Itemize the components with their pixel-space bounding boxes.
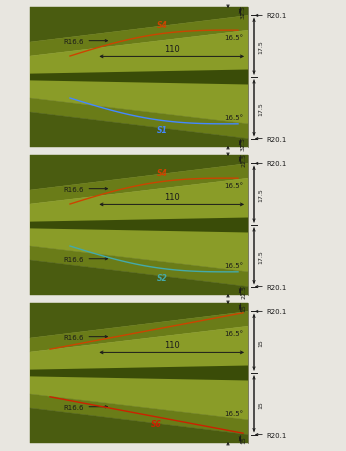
Text: 22.5: 22.5 xyxy=(241,284,246,298)
Text: 15: 15 xyxy=(241,435,246,443)
Polygon shape xyxy=(30,394,248,435)
Polygon shape xyxy=(30,327,248,420)
Text: S6: S6 xyxy=(151,419,162,428)
Text: R20.1: R20.1 xyxy=(266,432,286,437)
Text: 32.5: 32.5 xyxy=(241,137,246,150)
Polygon shape xyxy=(30,408,248,443)
Polygon shape xyxy=(30,164,248,205)
Text: 16.5°: 16.5° xyxy=(224,331,243,336)
Polygon shape xyxy=(30,156,248,191)
Text: 16.5°: 16.5° xyxy=(224,115,243,120)
Text: R20.1: R20.1 xyxy=(266,136,286,142)
Text: 16.5°: 16.5° xyxy=(224,183,243,189)
Text: R20.1: R20.1 xyxy=(266,14,286,19)
Text: 15: 15 xyxy=(241,304,246,311)
Text: 17.5: 17.5 xyxy=(258,40,263,54)
Text: R20.1: R20.1 xyxy=(266,309,286,315)
Polygon shape xyxy=(30,366,248,381)
Text: 15: 15 xyxy=(258,339,263,346)
Text: R16.6: R16.6 xyxy=(64,256,84,262)
Text: R20.1: R20.1 xyxy=(266,284,286,290)
Polygon shape xyxy=(30,113,248,147)
Text: R16.6: R16.6 xyxy=(64,39,84,45)
Text: 16.5°: 16.5° xyxy=(224,35,243,41)
Text: S2: S2 xyxy=(157,273,168,282)
Text: 110: 110 xyxy=(164,193,180,202)
Text: 110: 110 xyxy=(164,341,180,350)
Polygon shape xyxy=(30,70,248,85)
Polygon shape xyxy=(30,260,248,295)
Polygon shape xyxy=(30,16,248,57)
Polygon shape xyxy=(30,312,248,352)
Text: R20.1: R20.1 xyxy=(266,161,286,167)
Text: S1: S1 xyxy=(157,125,168,134)
Text: 32.5: 32.5 xyxy=(241,5,246,19)
Text: S4: S4 xyxy=(157,22,168,30)
Polygon shape xyxy=(30,99,248,139)
Text: 110: 110 xyxy=(164,45,180,54)
Text: S4: S4 xyxy=(157,169,168,178)
Text: 16.5°: 16.5° xyxy=(224,410,243,416)
Text: 16.5°: 16.5° xyxy=(224,262,243,268)
Text: 17.5: 17.5 xyxy=(258,101,263,115)
Text: 17.5: 17.5 xyxy=(258,188,263,202)
Text: 22.5: 22.5 xyxy=(241,153,246,167)
Polygon shape xyxy=(30,179,248,272)
Polygon shape xyxy=(30,246,248,287)
Text: R16.6: R16.6 xyxy=(64,334,84,340)
Text: R16.6: R16.6 xyxy=(64,186,84,192)
Text: 15: 15 xyxy=(258,400,263,408)
Polygon shape xyxy=(30,8,248,43)
Text: R16.6: R16.6 xyxy=(64,404,84,410)
Polygon shape xyxy=(30,304,248,338)
Polygon shape xyxy=(30,31,248,124)
Polygon shape xyxy=(30,218,248,233)
Text: 17.5: 17.5 xyxy=(258,249,263,263)
